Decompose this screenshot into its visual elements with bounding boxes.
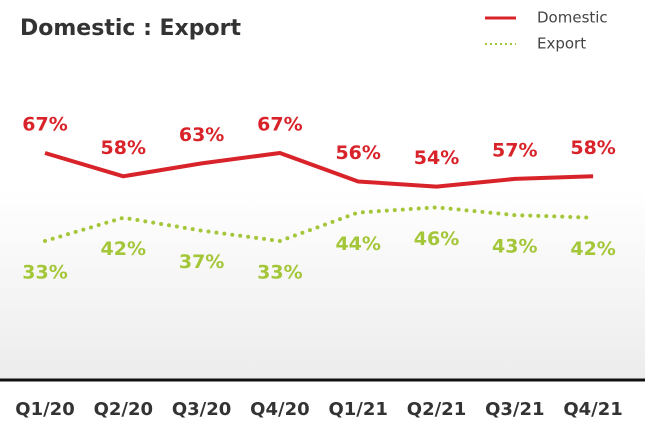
data-label: 46% bbox=[414, 228, 459, 250]
data-label: 43% bbox=[492, 236, 537, 258]
data-label: 37% bbox=[179, 251, 224, 273]
data-label: 56% bbox=[335, 142, 380, 164]
data-label: 63% bbox=[179, 124, 224, 146]
x-tick-label: Q2/20 bbox=[94, 399, 153, 420]
data-label: 33% bbox=[22, 262, 67, 284]
x-tick-label: Q3/20 bbox=[172, 399, 231, 420]
series-line bbox=[44, 151, 594, 189]
data-label: 57% bbox=[492, 139, 537, 161]
x-tick-label: Q1/20 bbox=[15, 399, 74, 420]
x-tick-label: Q3/21 bbox=[485, 399, 544, 420]
data-label: 54% bbox=[414, 147, 459, 169]
data-label: 33% bbox=[257, 262, 302, 284]
data-label: 67% bbox=[257, 114, 302, 136]
x-tick-label: Q4/20 bbox=[250, 399, 309, 420]
data-label: 42% bbox=[570, 238, 615, 260]
data-label: 58% bbox=[101, 137, 146, 159]
data-label: 67% bbox=[22, 114, 67, 136]
x-tick-label: Q1/21 bbox=[328, 399, 387, 420]
plot-background bbox=[0, 190, 645, 380]
series-line bbox=[43, 205, 596, 244]
x-tick-label: Q2/21 bbox=[407, 399, 466, 420]
data-label: 58% bbox=[570, 137, 615, 159]
legend-label: Domestic bbox=[537, 9, 608, 27]
x-tick-label: Q4/21 bbox=[563, 399, 622, 420]
chart-title: Domestic : Export bbox=[20, 16, 241, 41]
data-label: 42% bbox=[101, 238, 146, 260]
legend-label: Export bbox=[537, 35, 586, 53]
data-label: 44% bbox=[335, 233, 380, 255]
